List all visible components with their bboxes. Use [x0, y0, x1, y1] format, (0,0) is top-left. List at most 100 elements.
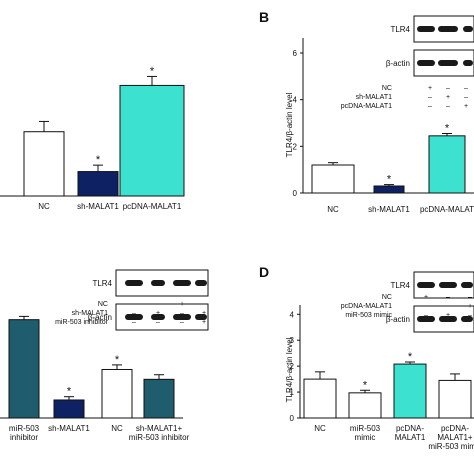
bar	[438, 379, 472, 419]
blot-row-label: β-actin	[88, 313, 112, 322]
condition-mark: –	[202, 301, 206, 308]
y-tick-label: 2	[290, 362, 295, 371]
category-label: sh-MALAT1	[48, 424, 90, 433]
condition-mark: –	[132, 301, 136, 308]
bar	[143, 378, 175, 419]
condition-label: pcDNA-MALAT1	[341, 303, 392, 310]
condition-mark: +	[446, 94, 450, 101]
blot-band	[438, 26, 458, 32]
blot-band	[439, 316, 457, 322]
condition-mark: +	[468, 303, 472, 310]
category-label: miR-503 mimic	[350, 424, 381, 442]
category-label: pcDNA-MALAT1+miR-503 mimic	[428, 424, 474, 451]
condition-mark: –	[428, 103, 432, 110]
blot-band	[125, 280, 143, 286]
y-tick-label: 2	[293, 142, 298, 151]
blot-band	[125, 314, 143, 320]
significance-mark: *	[150, 65, 155, 77]
blot-band	[417, 316, 435, 322]
bar	[77, 171, 119, 197]
condition-label: NC	[98, 301, 108, 308]
y-tick-label: 4	[293, 96, 298, 105]
y-tick-label: 1	[290, 388, 295, 397]
condition-label: miR-503 mimic	[345, 312, 392, 319]
bar	[101, 368, 133, 419]
condition-label: miR-503 inhibitor	[55, 319, 109, 326]
condition-mark: –	[424, 303, 428, 310]
category-label: pcDNA-MALAT	[420, 205, 474, 214]
condition-label: sh-MALAT1	[72, 310, 109, 317]
condition-mark: +	[202, 310, 206, 317]
category-label: sh-MALAT1	[368, 205, 410, 214]
significance-mark: *	[387, 174, 392, 186]
condition-mark: –	[424, 312, 428, 319]
condition-mark: –	[446, 294, 450, 301]
condition-mark: –	[180, 319, 184, 326]
blot-band	[195, 280, 207, 286]
blot-row-label: TLR4	[390, 281, 410, 290]
condition-mark: +	[428, 85, 432, 92]
condition-mark: –	[446, 103, 450, 110]
category-label: pcDNA-MALAT1	[123, 202, 182, 211]
significance-mark: *	[445, 123, 450, 135]
y-tick-label: 4	[290, 310, 295, 319]
condition-mark: +	[464, 103, 468, 110]
blot-band	[151, 280, 165, 286]
blot-band	[173, 280, 191, 286]
condition-label: pcDNA-MALAT1	[341, 103, 392, 110]
condition-mark: +	[202, 319, 206, 326]
axes-layer: 0 2 4 6 0 1 2 3 4	[0, 38, 474, 423]
y-tick-label: 0	[290, 414, 295, 423]
condition-mark: –	[156, 301, 160, 308]
condition-label: NC	[382, 85, 392, 92]
bar	[373, 185, 405, 194]
blot-band	[461, 316, 473, 322]
condition-mark: –	[428, 94, 432, 101]
category-label: NC	[111, 424, 123, 433]
condition-mark: –	[468, 294, 472, 301]
category-label: NC	[327, 205, 339, 214]
bar	[303, 378, 337, 419]
category-label: NC	[38, 202, 50, 211]
bar	[348, 392, 382, 419]
blot-row-label: β-actin	[386, 315, 410, 324]
condition-mark: +	[446, 312, 450, 319]
western-blot-layer: TLR4 β-actin TLR4 β-actin TLR4 β-actin	[88, 15, 474, 333]
blot-band	[463, 26, 473, 32]
condition-mark: –	[446, 303, 450, 310]
blot-band	[195, 314, 207, 320]
blot-band	[151, 314, 165, 320]
blot-row-label: β-actin	[386, 59, 410, 68]
bar	[311, 164, 355, 194]
bar	[8, 319, 40, 419]
condition-label: NC	[382, 294, 392, 301]
y-tick-label: 3	[290, 336, 295, 345]
condition-label: sh-MALAT1	[356, 94, 393, 101]
bar	[53, 399, 85, 419]
condition-table-layer: NC + – – sh-MALAT1 – + – pcDNA-MALAT1 – – + NC – – + – sh…	[55, 85, 472, 326]
condition-mark: –	[464, 85, 468, 92]
blot-band	[417, 60, 435, 66]
panel-d-ylabel: TLR4/β-actin level	[285, 337, 294, 402]
category-label: pcDNA-MALAT1	[395, 424, 426, 442]
bar	[393, 363, 427, 419]
condition-mark: –	[180, 310, 184, 317]
significance-mark: *	[115, 354, 120, 366]
category-label: miR-503 inhibitor	[9, 424, 40, 442]
blot-row-label: TLR4	[390, 25, 410, 34]
condition-mark: –	[468, 312, 472, 319]
panel-b-ylabel: TLR4/β-actin level	[285, 92, 294, 157]
category-label: NC	[314, 424, 326, 433]
panel-letter-b: B	[259, 9, 269, 25]
blot-band	[173, 314, 191, 320]
panel-letter-d: D	[259, 264, 269, 280]
bar	[428, 135, 466, 194]
significance-mark: *	[67, 386, 72, 398]
blot-row-label: TLR4	[92, 279, 112, 288]
y-tick-label: 6	[293, 49, 298, 58]
bar-layer: NC*sh-MALAT1*pcDNA-MALAT1 NC*sh-MALAT1*pc…	[8, 65, 474, 451]
condition-mark: +	[424, 294, 428, 301]
significance-mark: *	[363, 379, 368, 391]
blot-band	[417, 26, 435, 32]
